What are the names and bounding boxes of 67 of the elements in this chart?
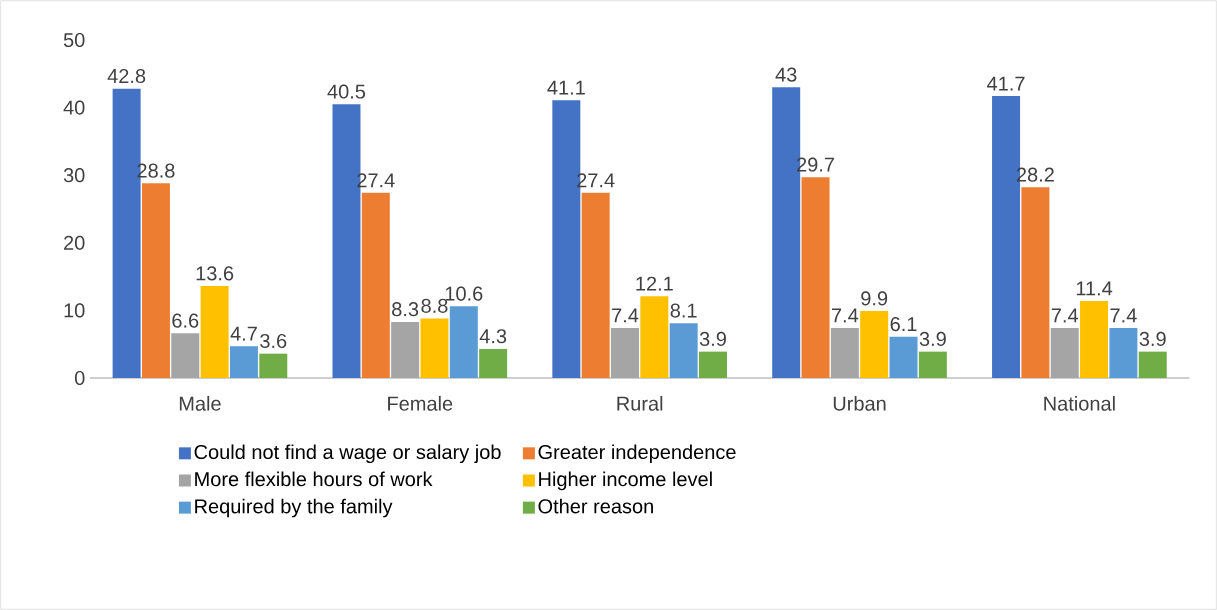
data-label: 3.9: [1139, 331, 1166, 347]
bar: [1109, 327, 1138, 378]
y-tick-label: 0: [74, 370, 85, 386]
x-tick-label: Rural: [617, 396, 663, 411]
legend-label: Greater independence: [538, 444, 736, 464]
bar: [200, 286, 229, 378]
bar: [1021, 187, 1050, 378]
y-tick-label: 40: [63, 100, 85, 115]
bar: [229, 346, 258, 378]
x-tick-label: Urban: [833, 396, 886, 411]
data-label: 7.4: [1110, 308, 1137, 323]
bar: [1080, 300, 1109, 378]
data-label: 13.6: [196, 266, 234, 281]
data-label: 41.1: [547, 80, 585, 95]
bar: [640, 296, 669, 378]
bar: [830, 327, 859, 378]
bar: [669, 323, 698, 378]
legend-label: Could not find a wage or salary job: [194, 444, 501, 464]
bar: [479, 348, 508, 378]
legend-label: More flexible hours of work: [195, 471, 433, 487]
bar: [918, 351, 947, 378]
legend-label: Other reason: [538, 498, 653, 514]
y-tick-label: 30: [63, 168, 85, 183]
bar: [141, 183, 170, 378]
data-label: 8.3: [392, 302, 419, 317]
legend-label: Higher income level: [539, 471, 712, 491]
data-label: 6.6: [172, 313, 199, 328]
y-tick-label: 10: [64, 303, 85, 318]
bar: [611, 327, 639, 378]
data-label: 12.1: [636, 276, 673, 291]
bar: [449, 306, 478, 378]
data-label: 9.9: [861, 291, 888, 306]
data-label: 3.9: [699, 331, 726, 347]
data-label: 4.7: [230, 326, 257, 341]
data-label: 8.1: [670, 303, 697, 318]
x-tick-label: Female: [388, 396, 453, 411]
data-label: 7.4: [612, 308, 639, 323]
data-label: 6.1: [890, 316, 917, 332]
bar: [801, 177, 830, 378]
bar: [889, 336, 918, 378]
data-label: 43: [775, 67, 797, 82]
data-label: 7.4: [831, 308, 859, 323]
data-label: 40.5: [327, 84, 366, 99]
bar: [420, 318, 449, 378]
data-label: 3.9: [919, 331, 946, 347]
data-label: 11.4: [1076, 281, 1113, 296]
data-label: 8.8: [421, 298, 448, 313]
y-tick-label: 50: [63, 32, 85, 48]
data-label: 4.3: [479, 329, 507, 344]
bar: [699, 351, 727, 378]
bar: [361, 192, 390, 378]
bar: [581, 192, 610, 378]
bar: [259, 353, 288, 378]
data-label: 41.7: [987, 76, 1025, 91]
bar: [171, 333, 200, 378]
legend-label: Required by the family: [195, 498, 393, 518]
y-tick-label: 20: [64, 235, 85, 250]
data-label: 42.8: [107, 68, 146, 84]
x-tick-label: National: [1044, 396, 1115, 411]
data-label: 3.6: [260, 333, 287, 349]
data-label: 7.4: [1051, 308, 1079, 323]
bar: [1138, 351, 1167, 378]
data-label: 10.6: [445, 286, 483, 301]
x-tick-label: Male: [179, 396, 221, 411]
bar: [391, 321, 420, 378]
bar: [860, 311, 889, 378]
bar: [1050, 327, 1079, 378]
